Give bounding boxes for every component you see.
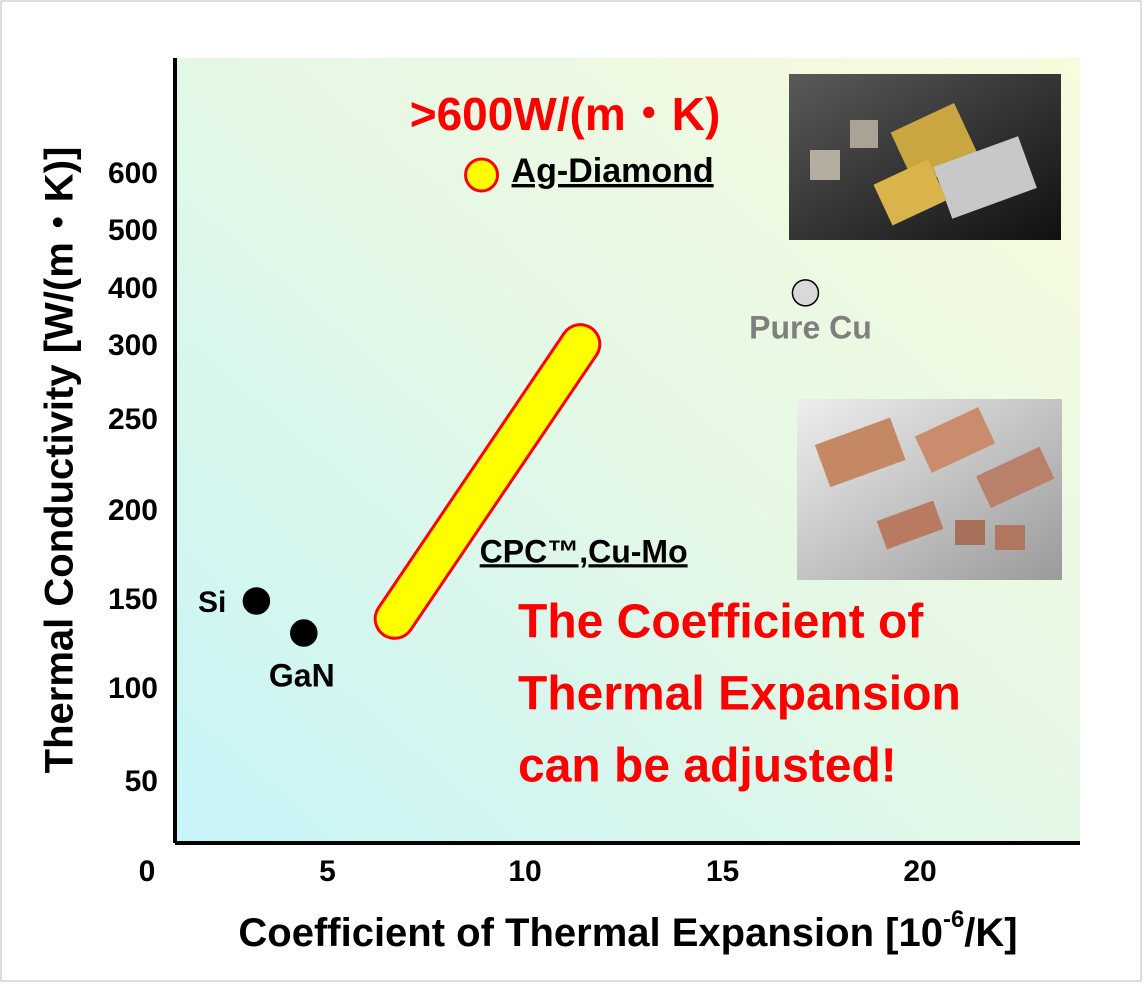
point (464, 157, 500, 193)
photo-ag-diamond (789, 74, 1061, 240)
x-tick-label: 5 (319, 855, 336, 888)
point (242, 587, 271, 615)
y-tick-label: 150 (108, 583, 158, 616)
point-label: Ag-Diamond (512, 152, 714, 190)
x-label-sup: -6 (943, 906, 964, 933)
y-tick-label: 50 (125, 765, 158, 798)
x-label-part: Coefficient of Thermal Expansion [10 (238, 911, 943, 955)
chart-title: >600W/(m・K) (410, 88, 721, 140)
point-label: CPC™,Cu-Mo (480, 533, 688, 569)
annotation: Thermal Expansion (518, 668, 961, 721)
y-tick-label: 100 (108, 672, 158, 705)
x-label-part: /K] (964, 911, 1017, 955)
photo-cpc (797, 399, 1062, 580)
x-axis-label: Coefficient of Thermal Expansion [10-6/K… (238, 906, 1017, 954)
y-tick-label: 600 (108, 157, 158, 190)
point-label: GaN (269, 657, 335, 693)
x-tick-label: 10 (508, 855, 541, 888)
point (290, 619, 318, 647)
point (791, 279, 820, 307)
y-tick-label: 250 (108, 403, 158, 436)
range-band (376, 326, 599, 637)
point-label: Si (198, 586, 226, 619)
x-tick-label: 15 (706, 855, 739, 888)
point-label: Pure Cu (749, 309, 872, 345)
y-tick-label: 500 (108, 214, 158, 247)
y-axis-label: Thermal Conductivity [W/(m・K)] (38, 147, 82, 774)
x-tick-label: 20 (903, 855, 936, 888)
y-tick-label: 300 (108, 329, 158, 362)
y-tick-label: 200 (108, 494, 158, 527)
x-tick-label: 0 (139, 855, 156, 888)
annotation: The Coefficient of (518, 596, 924, 649)
annotation: can be adjusted! (518, 740, 897, 793)
y-tick-label: 400 (108, 272, 158, 305)
